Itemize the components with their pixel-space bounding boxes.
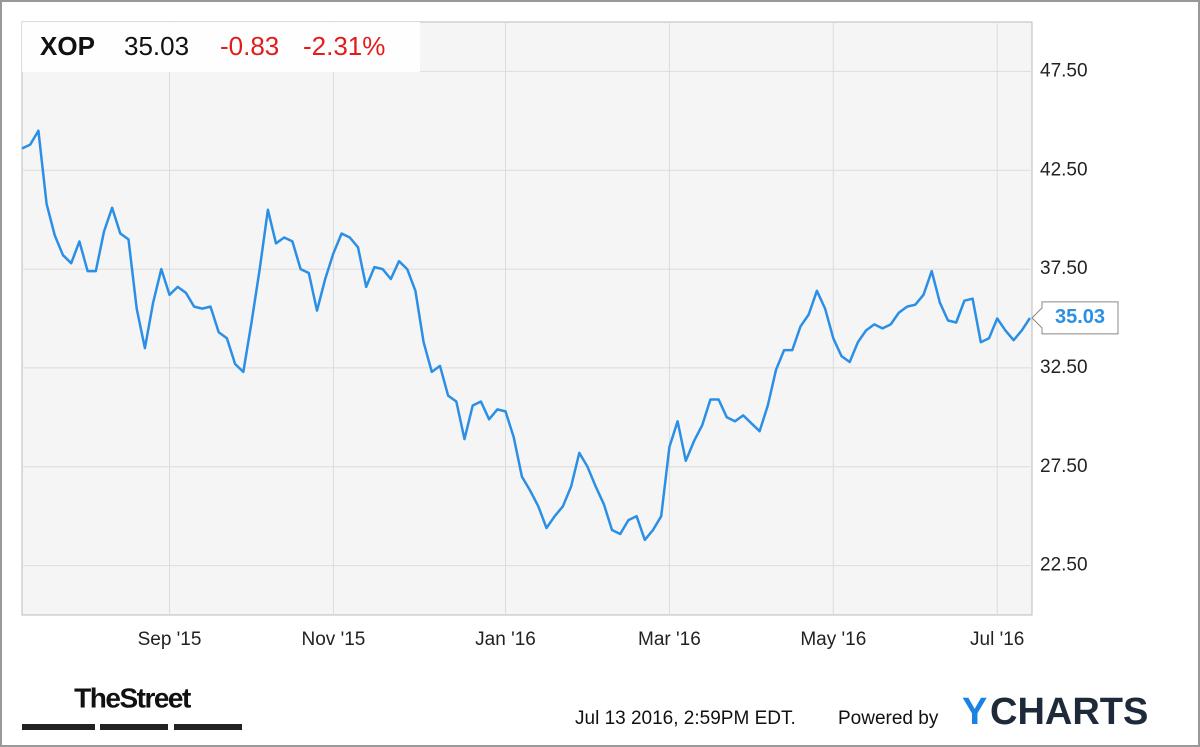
plot-area <box>21 21 1033 616</box>
x-tick-label: Nov '15 <box>302 629 366 650</box>
logo-bar <box>174 724 242 730</box>
powered-by: Powered by <box>838 708 939 729</box>
brand-rest: CHARTS <box>990 691 1148 733</box>
y-tick-label: 22.50 <box>1040 555 1088 576</box>
logo-bar <box>22 724 95 730</box>
price-line <box>21 129 1032 542</box>
brand-y: Y <box>962 691 987 733</box>
change: -0.83 <box>220 31 279 61</box>
change-pct: -2.31% <box>303 31 385 61</box>
price: 35.03 <box>124 31 189 61</box>
symbol: XOP <box>40 31 95 61</box>
last-value-label: 35.03 <box>1055 306 1105 328</box>
x-tick-label: Jan '16 <box>475 629 536 650</box>
logo-bar <box>100 724 168 730</box>
y-tick-label: 32.50 <box>1040 357 1088 378</box>
y-tick-label: 37.50 <box>1040 258 1088 279</box>
header-box <box>22 22 420 72</box>
grid <box>22 22 1032 615</box>
y-tick-label: 27.50 <box>1040 456 1088 477</box>
x-tick-label: Mar '16 <box>638 629 701 650</box>
y-tick-label: 47.50 <box>1040 60 1088 81</box>
last-value-tag <box>1031 301 1119 335</box>
x-tick-label: Jul '16 <box>970 629 1024 650</box>
publisher-logo: TheStreet <box>74 682 191 713</box>
x-tick-label: May '16 <box>800 629 866 650</box>
timestamp: Jul 13 2016, 2:59PM EDT. <box>575 708 796 729</box>
y-tick-label: 42.50 <box>1040 159 1088 180</box>
x-tick-label: Sep '15 <box>138 629 202 650</box>
